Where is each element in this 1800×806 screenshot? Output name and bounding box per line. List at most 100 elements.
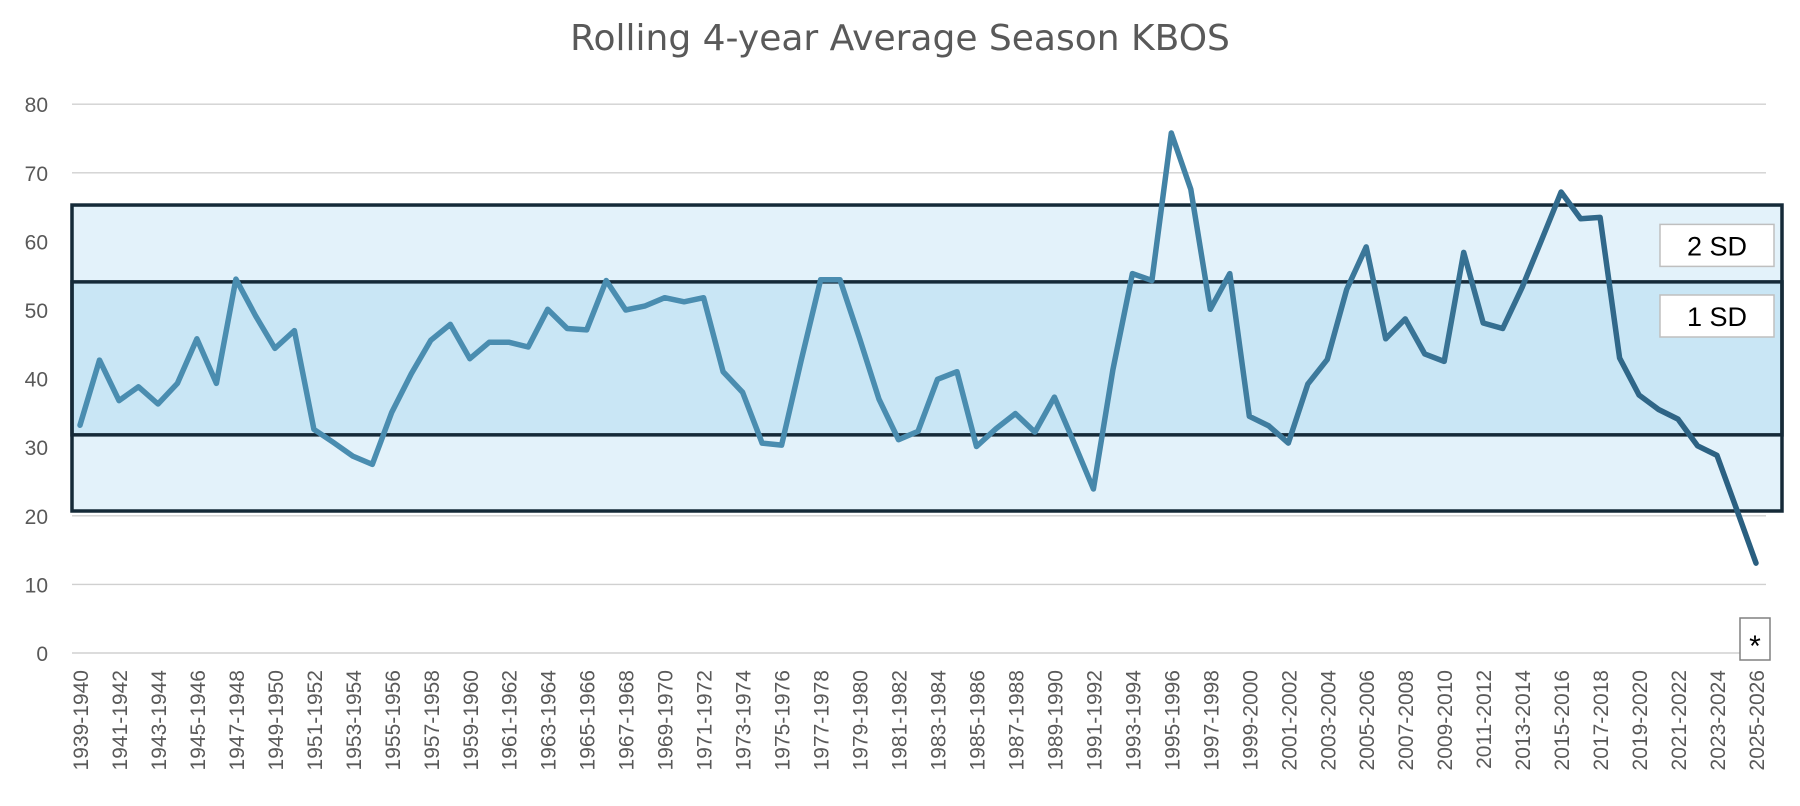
sd-bands (70, 203, 1784, 513)
data-point (194, 336, 199, 341)
data-point (370, 462, 375, 467)
data-point (1052, 395, 1057, 400)
sd-label-text: 1 SD (1687, 302, 1747, 332)
data-point (1032, 430, 1037, 435)
x-tick-label: 1961-1962 (499, 670, 522, 770)
data-point (1676, 417, 1681, 422)
data-point (487, 340, 492, 345)
x-tick-label: 1965-1966 (577, 670, 600, 770)
data-point (916, 429, 921, 434)
data-point (1169, 131, 1174, 136)
x-tick-label: 1949-1950 (265, 670, 288, 770)
data-point (682, 299, 687, 304)
x-tick-label: 1973-1974 (733, 670, 756, 771)
data-point (1578, 216, 1583, 221)
data-point (1481, 321, 1486, 326)
x-tick-label: 1989-1990 (1044, 670, 1067, 770)
data-point (662, 295, 667, 300)
x-tick-label: 2021-2022 (1668, 670, 1691, 770)
x-tick-label: 1943-1944 (148, 670, 171, 771)
x-tick-label: 1993-1994 (1122, 670, 1145, 771)
y-tick-label: 40 (25, 369, 48, 392)
x-tick-label: 1971-1972 (694, 670, 717, 770)
x-tick-label: 1999-2000 (1239, 670, 1262, 770)
data-point (1637, 393, 1642, 398)
x-tick-label: 1981-1982 (889, 670, 912, 770)
x-axis-ticks: 1939-1940 1941-1942 1943-1944 1945-1946 1947… (70, 670, 1769, 771)
x-tick-label: 1995-1996 (1161, 670, 1184, 770)
x-tick-label: 1967-1968 (616, 670, 639, 770)
x-tick-label: 2019-2020 (1629, 670, 1652, 770)
data-point (1461, 250, 1466, 255)
data-point (799, 358, 804, 363)
x-tick-label: 1955-1956 (382, 670, 405, 770)
data-point (935, 377, 940, 382)
x-tick-label: 2007-2008 (1395, 670, 1418, 770)
data-point (311, 427, 316, 432)
x-tick-label: 2017-2018 (1590, 670, 1613, 770)
data-point (1422, 351, 1427, 356)
data-point (175, 381, 180, 386)
data-point (721, 369, 726, 374)
x-tick-label: 1983-1984 (927, 670, 950, 771)
data-point (253, 313, 258, 318)
data-point (428, 338, 433, 343)
data-point (1559, 190, 1564, 195)
data-point (1403, 316, 1408, 321)
data-point (643, 303, 648, 308)
data-point (1656, 407, 1661, 412)
data-point (97, 358, 102, 363)
data-point (1520, 285, 1525, 290)
data-point (389, 410, 394, 415)
data-point (409, 371, 414, 376)
data-point (155, 401, 160, 406)
x-tick-label: 1939-1940 (70, 670, 93, 770)
x-tick-label: 2003-2004 (1317, 670, 1340, 771)
data-point (877, 397, 882, 402)
x-tick-label: 1951-1952 (304, 670, 327, 770)
sd-label-text: 2 SD (1687, 231, 1747, 261)
sd-label-box (1659, 223, 1775, 268)
data-point (740, 390, 745, 395)
x-tick-label: 1997-1998 (1200, 670, 1223, 770)
x-tick-label: 1963-1964 (538, 670, 561, 771)
sd-label-box (1659, 294, 1775, 338)
data-point (1071, 440, 1076, 445)
x-tick-label: 1947-1948 (226, 670, 249, 770)
x-tick-label: 1979-1980 (850, 670, 873, 770)
x-tick-label: 2001-2002 (1278, 670, 1301, 770)
x-tick-label: 1941-1942 (109, 670, 132, 770)
series-line (77, 130, 1759, 566)
y-tick-label: 50 (25, 300, 48, 323)
sd-band-border-2 (70, 280, 1784, 437)
data-point (1500, 326, 1505, 331)
data-point (1617, 356, 1622, 361)
x-tick-label: 1945-1946 (187, 670, 210, 770)
series-line-path (77, 130, 1759, 566)
data-point (1734, 506, 1739, 511)
x-tick-label: 2011-2012 (1473, 670, 1496, 769)
y-tick-label: 30 (25, 437, 48, 460)
data-point (78, 423, 83, 428)
x-tick-label: 2013-2014 (1512, 670, 1535, 771)
data-point (214, 381, 219, 386)
x-tick-label: 1987-1988 (1005, 670, 1028, 770)
data-point (1013, 411, 1018, 416)
data-point (233, 277, 238, 282)
data-point (838, 277, 843, 282)
data-point (993, 426, 998, 431)
data-point (1442, 359, 1447, 364)
data-point (331, 440, 336, 445)
data-point (954, 369, 959, 374)
data-point (760, 441, 765, 446)
x-tick-label: 1975-1976 (772, 670, 795, 770)
data-point (701, 295, 706, 300)
data-point (623, 308, 628, 313)
annotation-text: * (1749, 630, 1761, 663)
data-point (116, 398, 121, 403)
annotation-box (1739, 617, 1771, 661)
x-tick-label: 1991-1992 (1083, 670, 1106, 770)
data-point (857, 336, 862, 341)
x-tick-label: 1953-1954 (343, 670, 366, 771)
